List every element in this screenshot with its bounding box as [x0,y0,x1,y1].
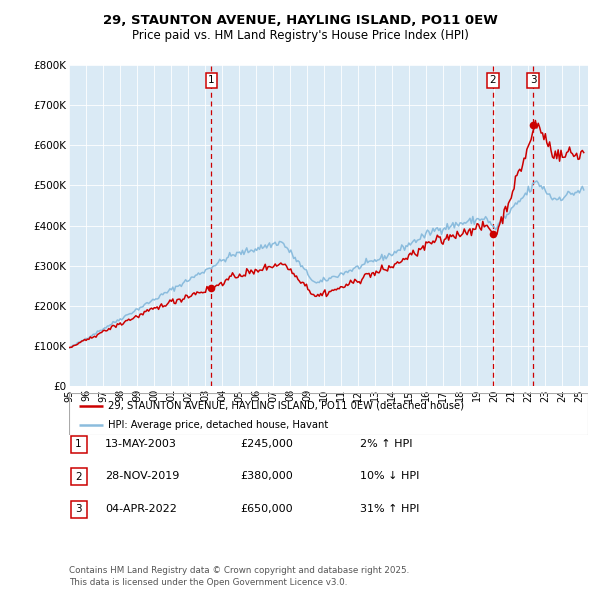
FancyBboxPatch shape [71,468,86,485]
Text: £245,000: £245,000 [240,439,293,448]
Text: 2: 2 [490,75,496,85]
Text: 13-MAY-2003: 13-MAY-2003 [105,439,177,448]
Text: Contains HM Land Registry data © Crown copyright and database right 2025.
This d: Contains HM Land Registry data © Crown c… [69,566,409,587]
Text: 29, STAUNTON AVENUE, HAYLING ISLAND, PO11 0EW (detached house): 29, STAUNTON AVENUE, HAYLING ISLAND, PO1… [108,401,464,411]
Text: £650,000: £650,000 [240,504,293,513]
Text: 1: 1 [208,75,215,85]
Text: Price paid vs. HM Land Registry's House Price Index (HPI): Price paid vs. HM Land Registry's House … [131,29,469,42]
Text: 10% ↓ HPI: 10% ↓ HPI [360,471,419,481]
Text: 31% ↑ HPI: 31% ↑ HPI [360,504,419,513]
FancyBboxPatch shape [71,436,86,453]
FancyBboxPatch shape [71,501,86,517]
Text: 29, STAUNTON AVENUE, HAYLING ISLAND, PO11 0EW: 29, STAUNTON AVENUE, HAYLING ISLAND, PO1… [103,14,497,27]
Text: £380,000: £380,000 [240,471,293,481]
Text: 04-APR-2022: 04-APR-2022 [105,504,177,513]
Text: HPI: Average price, detached house, Havant: HPI: Average price, detached house, Hava… [108,420,328,430]
Text: 28-NOV-2019: 28-NOV-2019 [105,471,179,481]
Text: 1: 1 [75,440,82,449]
Text: 3: 3 [75,504,82,514]
Text: 2% ↑ HPI: 2% ↑ HPI [360,439,413,448]
Text: 2: 2 [75,472,82,481]
Text: 3: 3 [530,75,536,85]
